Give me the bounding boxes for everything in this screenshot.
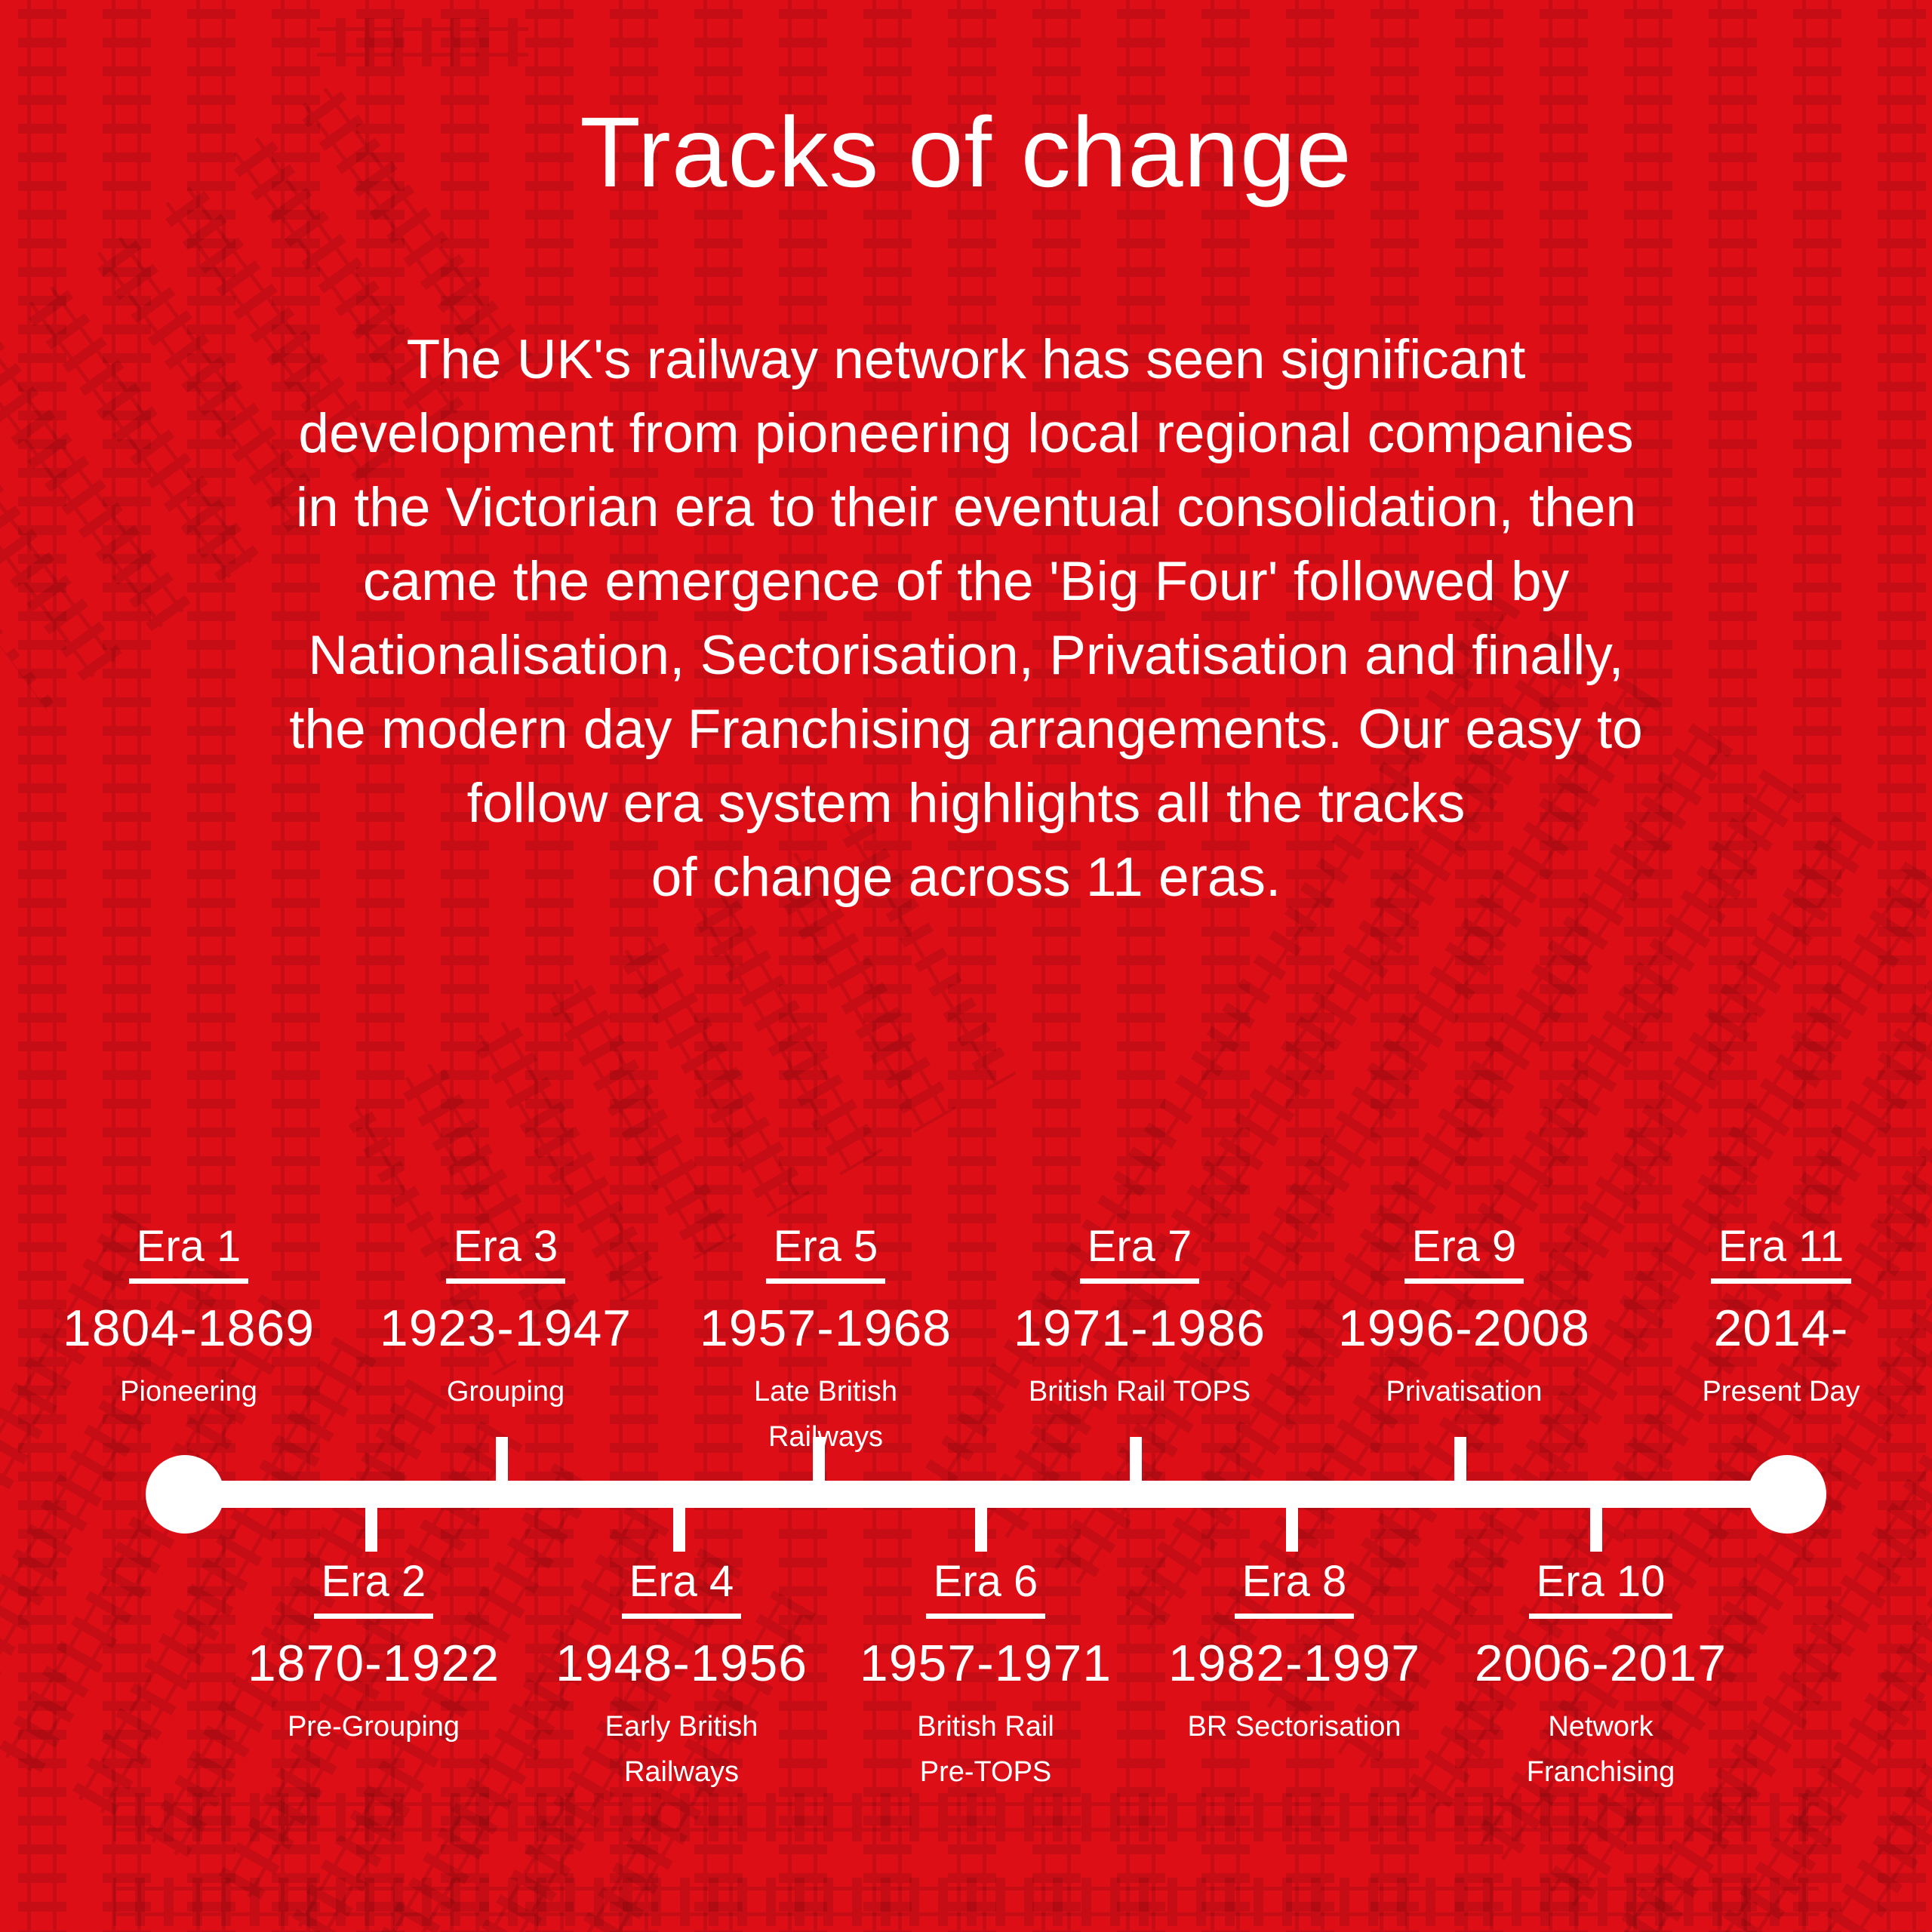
intro-paragraph: The UK's railway network has seen signif… [0, 323, 1932, 915]
timeline-tick-era-8 [1286, 1505, 1298, 1552]
era-label: Era 6 [925, 1558, 1046, 1619]
era-column-10: Era 10 2006-2017 Network Franchising [1442, 1558, 1759, 1795]
intro-line: development from pioneering local region… [298, 403, 1634, 464]
era-years: 1804-1869 [62, 1299, 315, 1357]
era-column-6: Era 6 1957-1971 British Rail Pre-TOPS [827, 1558, 1144, 1795]
timeline-tick-era-4 [673, 1505, 685, 1552]
era-name: Grouping [446, 1375, 565, 1407]
era-name: British Rail TOPS [1028, 1375, 1251, 1407]
era-years: 1957-1971 [859, 1634, 1112, 1692]
era-years: 1982-1997 [1168, 1634, 1421, 1692]
intro-line: follow era system highlights all the tra… [466, 773, 1466, 834]
intro-line: of change across 11 eras. [651, 847, 1281, 908]
timeline-tick-era-3 [496, 1437, 508, 1484]
era-column-4: Era 4 1948-1956 Early British Railways [523, 1558, 840, 1795]
intro-line: came the emergence of the 'Big Four' fol… [362, 551, 1570, 612]
timeline-tick-era-7 [1130, 1437, 1142, 1484]
era-name: Privatisation [1386, 1375, 1543, 1407]
era-years: 1948-1956 [555, 1634, 808, 1692]
era-years: 1971-1986 [1013, 1299, 1266, 1357]
era-name: Late British Railways [753, 1375, 898, 1453]
era-label: Era 3 [445, 1223, 566, 1284]
era-label: Era 4 [621, 1558, 742, 1619]
era-label: Era 7 [1079, 1223, 1200, 1284]
era-label: Era 1 [128, 1223, 249, 1284]
era-column-3: Era 3 1923-1947 Grouping [347, 1223, 664, 1414]
era-name: Pioneering [120, 1375, 257, 1407]
timeline-endpoint-right-circle [1748, 1455, 1826, 1534]
era-column-1: Era 1 1804-1869 Pioneering [30, 1223, 347, 1414]
era-name: BR Sectorisation [1187, 1710, 1401, 1743]
page-title: Tracks of change [580, 97, 1352, 208]
intro-line: The UK's railway network has seen signif… [406, 329, 1526, 390]
era-column-11: Era 11 2014- Present Day [1623, 1223, 1932, 1414]
timeline-tick-era-5 [813, 1437, 825, 1484]
era-name: Network Franchising [1526, 1710, 1675, 1788]
era-name: Pre-Grouping [287, 1710, 460, 1743]
era-years: 2014- [1713, 1299, 1849, 1357]
era-label: Era 2 [313, 1558, 434, 1619]
era-years: 2006-2017 [1474, 1634, 1727, 1692]
era-years: 1923-1947 [379, 1299, 632, 1357]
timeline-tick-era-2 [365, 1505, 377, 1552]
era-column-5: Era 5 1957-1968 Late British Railways [667, 1223, 984, 1460]
era-label: Era 10 [1528, 1558, 1673, 1619]
era-years: 1996-2008 [1337, 1299, 1591, 1357]
era-years: 1870-1922 [247, 1634, 500, 1692]
timeline-bar [180, 1481, 1793, 1508]
era-label: Era 9 [1404, 1223, 1524, 1284]
intro-line: in the Victorian era to their eventual c… [295, 477, 1637, 538]
era-column-2: Era 2 1870-1922 Pre-Grouping [215, 1558, 532, 1749]
era-years: 1957-1968 [699, 1299, 952, 1357]
era-column-7: Era 7 1971-1986 British Rail TOPS [981, 1223, 1298, 1414]
timeline-tick-era-9 [1454, 1437, 1466, 1484]
era-label: Era 11 [1710, 1223, 1852, 1284]
era-name: British Rail Pre-TOPS [917, 1710, 1054, 1788]
intro-line: the modern day Franchising arrangements.… [289, 699, 1643, 760]
timeline-tick-era-10 [1590, 1505, 1602, 1552]
era-column-8: Era 8 1982-1997 BR Sectorisation [1136, 1558, 1453, 1749]
era-name: Early British Railways [605, 1710, 758, 1788]
era-column-9: Era 9 1996-2008 Privatisation [1306, 1223, 1623, 1414]
era-label: Era 5 [765, 1223, 886, 1284]
intro-line: Nationalisation, Sectorisation, Privatis… [308, 625, 1624, 686]
era-label: Era 8 [1234, 1558, 1355, 1619]
timeline-tick-era-6 [975, 1505, 987, 1552]
timeline-endpoint-left-circle [146, 1455, 224, 1534]
era-name: Present Day [1702, 1375, 1860, 1407]
